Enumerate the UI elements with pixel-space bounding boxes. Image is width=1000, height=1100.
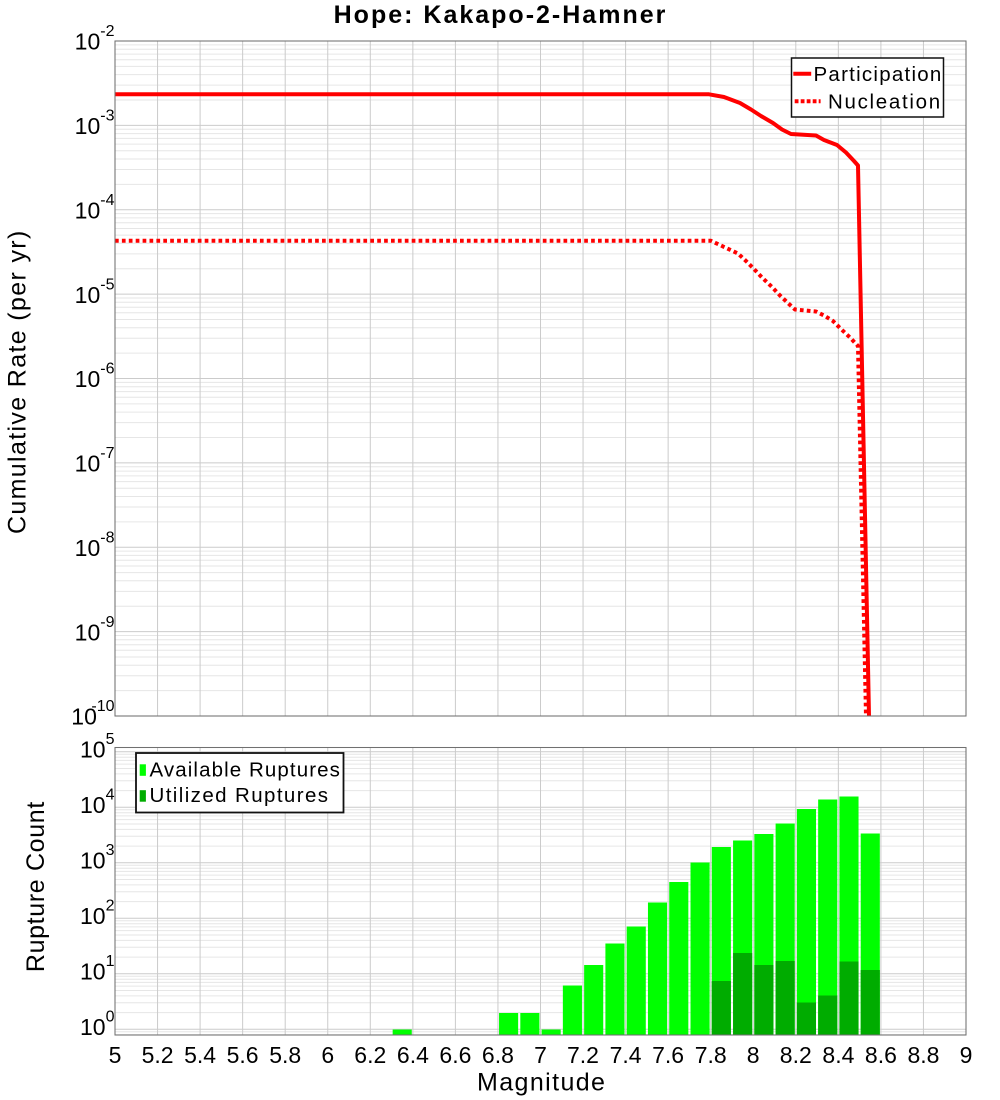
svg-text:Cumulative Rate (per yr): Cumulative Rate (per yr) <box>4 229 32 534</box>
svg-text:Nucleation: Nucleation <box>828 91 942 114</box>
svg-text:100: 100 <box>80 1008 115 1040</box>
svg-text:10-5: 10-5 <box>75 276 115 308</box>
svg-text:Utilized Ruptures: Utilized Ruptures <box>150 784 330 807</box>
svg-text:5.8: 5.8 <box>269 1042 301 1068</box>
svg-text:6.6: 6.6 <box>439 1042 471 1068</box>
svg-text:6.8: 6.8 <box>482 1042 514 1068</box>
svg-text:6.4: 6.4 <box>397 1042 429 1068</box>
svg-text:6.2: 6.2 <box>354 1042 386 1068</box>
svg-text:7.8: 7.8 <box>695 1042 727 1068</box>
svg-text:8.6: 8.6 <box>865 1042 897 1068</box>
svg-text:Rupture Count: Rupture Count <box>22 801 50 972</box>
svg-text:7.6: 7.6 <box>652 1042 684 1068</box>
svg-text:5.4: 5.4 <box>184 1042 216 1068</box>
svg-text:9: 9 <box>960 1042 973 1068</box>
svg-text:8: 8 <box>747 1042 760 1068</box>
svg-text:8.4: 8.4 <box>822 1042 854 1068</box>
svg-text:8.2: 8.2 <box>780 1042 812 1068</box>
svg-text:8.8: 8.8 <box>908 1042 940 1068</box>
svg-text:7: 7 <box>534 1042 547 1068</box>
svg-text:Available Ruptures: Available Ruptures <box>150 758 342 781</box>
svg-text:Magnitude: Magnitude <box>477 1069 606 1097</box>
svg-text:5.6: 5.6 <box>227 1042 259 1068</box>
svg-text:7.2: 7.2 <box>567 1042 599 1068</box>
svg-text:5.2: 5.2 <box>142 1042 174 1068</box>
svg-text:Participation: Participation <box>814 63 943 86</box>
svg-text:Hope: Kakapo-2-Hamner: Hope: Kakapo-2-Hamner <box>334 1 668 29</box>
svg-text:5: 5 <box>109 1042 122 1068</box>
svg-text:6: 6 <box>321 1042 334 1068</box>
svg-text:7.4: 7.4 <box>610 1042 642 1068</box>
